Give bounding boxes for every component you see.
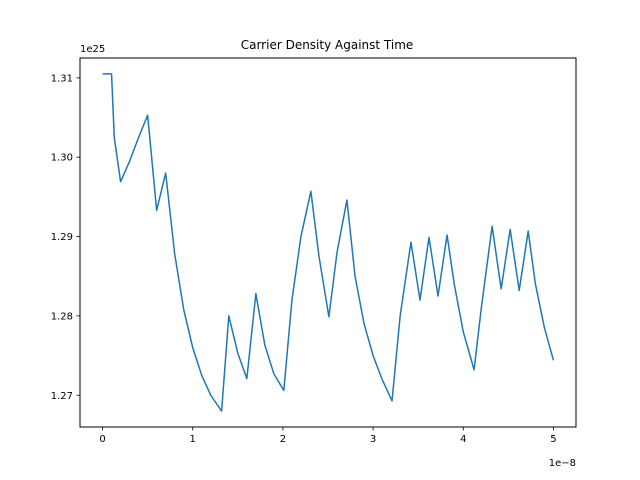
x-tick-label: 0: [99, 434, 105, 445]
y-tick-label: 1.28: [51, 311, 73, 322]
y-offset-text: 1e25: [80, 44, 105, 55]
y-tick-label: 1.27: [51, 391, 73, 402]
y-tick-label: 1.31: [51, 73, 73, 84]
x-tick-label: 2: [280, 434, 286, 445]
axis-ticks: 0 1 2 3 4 5 1.27 1.28 1.29 1.30 1.31: [51, 73, 557, 445]
plot-area: [102, 73, 555, 412]
x-tick-label: 1: [190, 434, 196, 445]
y-tick-label: 1.29: [51, 232, 73, 243]
x-tick-label: 4: [460, 434, 466, 445]
x-tick-label: 3: [370, 434, 376, 445]
x-tick-label: 5: [550, 434, 556, 445]
chart-title: Carrier Density Against Time: [241, 38, 414, 52]
x-offset-text: 1e−8: [549, 458, 576, 469]
series-line: [102, 73, 555, 412]
y-tick-label: 1.30: [51, 153, 73, 164]
axes-frame: [79, 57, 577, 428]
